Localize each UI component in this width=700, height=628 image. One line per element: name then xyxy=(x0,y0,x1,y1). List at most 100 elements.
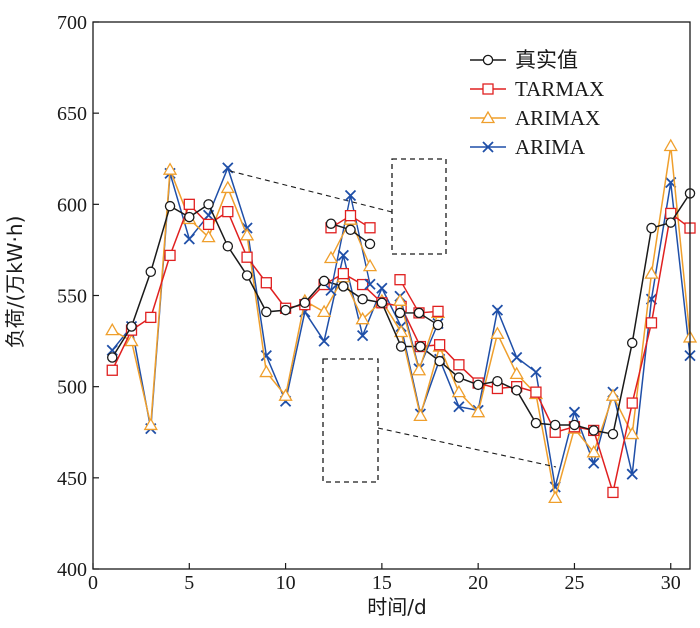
data-point xyxy=(357,293,368,305)
data-point xyxy=(239,228,255,241)
data-point xyxy=(184,211,195,223)
legend-marker xyxy=(480,110,496,124)
data-point xyxy=(394,324,409,338)
y-tick-label: 550 xyxy=(57,286,87,308)
legend-marker xyxy=(482,141,494,153)
data-point xyxy=(492,375,503,387)
data-point xyxy=(261,306,272,318)
data-point xyxy=(220,180,235,194)
data-point xyxy=(511,351,523,364)
zoom-box xyxy=(391,158,447,255)
data-point xyxy=(145,311,157,324)
data-point xyxy=(337,249,349,262)
y-tick-label: 700 xyxy=(57,12,87,34)
data-point xyxy=(201,229,216,243)
data-point xyxy=(278,388,293,401)
data-point xyxy=(569,419,580,431)
inset-data-point xyxy=(432,305,444,318)
data-point xyxy=(588,425,599,436)
data-point xyxy=(625,426,640,440)
inset-data-point xyxy=(364,278,376,290)
x-tick-label: 15 xyxy=(372,572,392,594)
data-point xyxy=(646,222,657,234)
data-point xyxy=(415,341,426,352)
legend-label: ARIMAX xyxy=(515,106,600,130)
data-point xyxy=(183,198,195,210)
inset-data-point xyxy=(394,307,406,319)
data-point xyxy=(356,329,369,342)
inset-data-point xyxy=(432,319,444,331)
data-point xyxy=(644,266,659,279)
inset-data-point xyxy=(362,258,378,272)
data-point xyxy=(626,468,638,480)
data-point xyxy=(530,386,542,398)
data-point xyxy=(241,251,253,263)
inset-data-point xyxy=(345,224,356,236)
y-tick-label: 600 xyxy=(57,194,87,216)
data-point xyxy=(126,321,137,332)
inset-data-point xyxy=(364,238,376,250)
data-point xyxy=(586,444,601,458)
data-point xyxy=(626,337,638,349)
data-point xyxy=(490,326,505,339)
y-axis-title: 负荷/(万kW·h) xyxy=(3,216,27,349)
data-point xyxy=(316,304,332,318)
zoom-connector xyxy=(229,170,393,213)
inset-data-point xyxy=(364,222,376,234)
y-tick-label: 500 xyxy=(57,377,87,399)
inset-data-point xyxy=(394,274,406,286)
inset-data-point xyxy=(325,218,337,229)
x-axis-title: 时间/d xyxy=(367,595,426,619)
legend-label: 真实值 xyxy=(515,48,578,72)
x-tick-label: 20 xyxy=(468,572,488,594)
data-point xyxy=(260,277,272,289)
legend-entry-0: 真实值 xyxy=(470,48,578,72)
data-point xyxy=(472,379,484,391)
data-point xyxy=(338,281,349,292)
data-point xyxy=(530,366,542,378)
data-point xyxy=(299,297,311,309)
data-point xyxy=(453,372,465,383)
zoom-inset-lower xyxy=(322,189,557,483)
data-point xyxy=(203,199,214,210)
zoom-box xyxy=(322,358,379,483)
data-point xyxy=(453,359,465,371)
data-point xyxy=(626,397,638,409)
data-point xyxy=(356,278,369,291)
data-point xyxy=(491,304,504,316)
data-point xyxy=(645,317,658,329)
data-point xyxy=(588,457,600,469)
x-tick-label: 10 xyxy=(276,572,296,594)
data-point xyxy=(453,401,465,413)
data-point xyxy=(376,297,388,309)
legend-entry-3: ARIMA xyxy=(470,135,586,159)
data-point xyxy=(376,282,388,294)
data-point xyxy=(663,138,678,152)
y-tick-label: 400 xyxy=(57,559,87,581)
data-point xyxy=(318,335,330,347)
legend-label: TARMAX xyxy=(515,77,604,101)
data-point xyxy=(605,388,621,401)
data-point xyxy=(433,339,446,351)
data-point xyxy=(355,311,370,325)
x-tick-label: 0 xyxy=(88,572,98,594)
data-point xyxy=(241,270,253,281)
data-point xyxy=(548,490,563,504)
inset-data-point xyxy=(323,250,339,264)
data-point xyxy=(202,218,215,231)
data-point xyxy=(222,205,234,218)
legend-marker xyxy=(482,83,494,95)
inset-data-point xyxy=(344,210,357,222)
inset-data-point xyxy=(411,362,427,376)
data-point xyxy=(222,241,234,252)
legend-marker xyxy=(482,54,494,66)
inset-series-line xyxy=(330,195,371,291)
x-tick-label: 5 xyxy=(184,572,194,594)
data-point xyxy=(665,217,676,228)
data-point xyxy=(145,266,157,278)
data-point xyxy=(451,384,467,398)
data-point xyxy=(183,233,195,245)
legend-entry-1: TARMAX xyxy=(470,77,604,101)
axes-frame xyxy=(92,21,691,570)
